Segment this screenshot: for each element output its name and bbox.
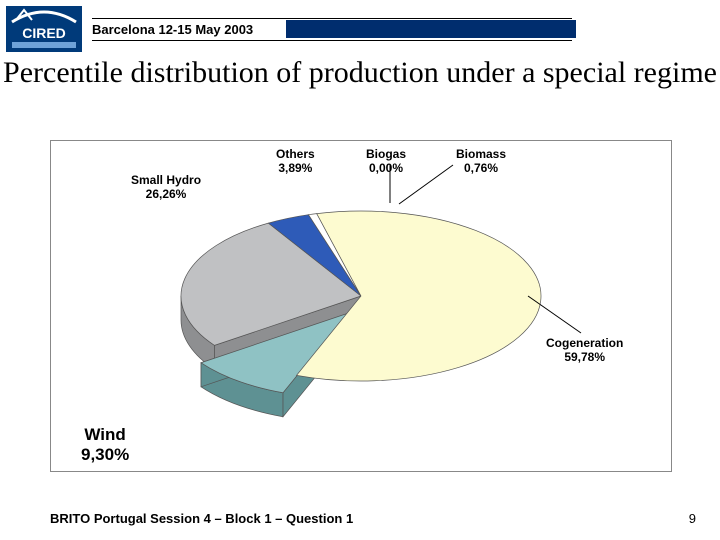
pie-label-small-hydro: Small Hydro26,26% [131, 173, 201, 202]
pie-label-biomass: Biomass0,76% [456, 147, 506, 176]
page-title: Percentile distribution of production un… [0, 56, 720, 91]
header: CIRED Barcelona 12-15 May 2003 [6, 6, 714, 52]
pie-label-cogeneration: Cogeneration59,78% [546, 336, 623, 365]
slide: CIRED Barcelona 12-15 May 2003 Percentil… [0, 0, 720, 540]
page-number: 9 [689, 511, 696, 526]
cired-logo: CIRED [6, 6, 82, 52]
pie-label-wind: Wind9,30% [81, 425, 129, 466]
footer-session-info: BRITO Portugal Session 4 – Block 1 – Que… [50, 511, 353, 526]
header-bluebar [286, 20, 576, 38]
header-rule-bottom [92, 40, 572, 41]
pie-label-others: Others3,89% [276, 147, 315, 176]
logo-text: CIRED [22, 25, 66, 41]
pie-chart: Wind9,30% Small Hydro26,26% Others3,89% Bio… [50, 140, 672, 472]
pie-label-biogas: Biogas0,00% [366, 147, 406, 176]
header-rule-top [92, 18, 572, 19]
header-location-date: Barcelona 12-15 May 2003 [92, 22, 253, 37]
